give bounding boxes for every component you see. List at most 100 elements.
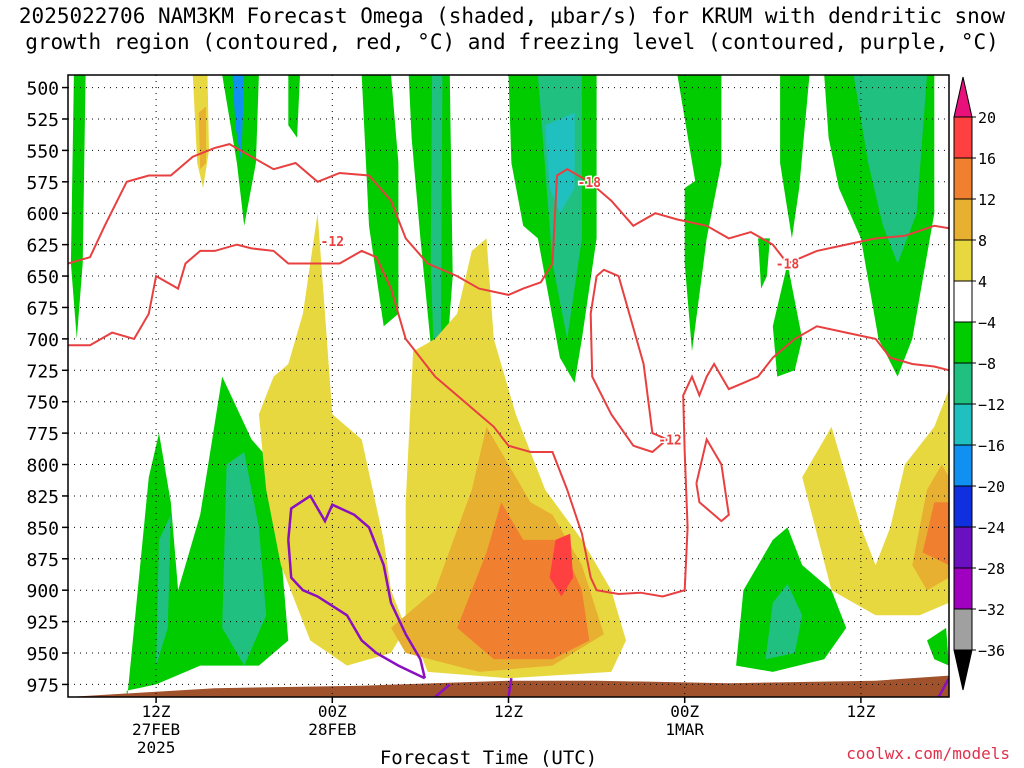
y-tick-label-700: 700 bbox=[26, 330, 59, 351]
y-tick-label-725: 725 bbox=[26, 361, 59, 382]
colorbar-box-10 bbox=[953, 526, 973, 569]
contour-label-3: -18 bbox=[776, 257, 800, 272]
colorbar-box-7 bbox=[953, 403, 973, 446]
x-tick-label-3-0: 00Z bbox=[670, 702, 699, 721]
colorbar-box-3 bbox=[953, 239, 973, 282]
x-axis-title: Forecast Time (UTC) bbox=[380, 747, 597, 768]
colorbar-box-4 bbox=[953, 280, 973, 323]
y-tick-label-975: 975 bbox=[26, 675, 59, 696]
terrain-fill bbox=[68, 675, 949, 697]
y-tick-label-925: 925 bbox=[26, 613, 59, 634]
omega-region-2 bbox=[156, 514, 171, 666]
x-tick-label-4-0: 12Z bbox=[846, 702, 875, 721]
dgz-contour-2 bbox=[589, 268, 668, 454]
omega-region-22 bbox=[927, 627, 949, 666]
contour-label-1: -18 bbox=[578, 176, 602, 191]
y-tick-label-875: 875 bbox=[26, 550, 59, 571]
y-tick-label-750: 750 bbox=[26, 393, 59, 414]
y-tick-label-900: 900 bbox=[26, 581, 59, 602]
colorbar-box-12 bbox=[953, 608, 973, 651]
colorbar-label-12: −32 bbox=[978, 601, 1005, 619]
colorbar-bottom-arrow bbox=[953, 649, 973, 691]
colorbar-label-13: −36 bbox=[978, 642, 1005, 660]
freezing-contour-1 bbox=[287, 539, 426, 680]
colorbar-box-8 bbox=[953, 444, 973, 487]
colorbar-label-0: 20 bbox=[978, 109, 996, 127]
omega-region-17 bbox=[772, 263, 803, 377]
contour-label-0: -12 bbox=[321, 235, 344, 250]
x-tick-label-1-0: 00Z bbox=[318, 702, 347, 721]
omega-region-30 bbox=[802, 389, 949, 616]
y-tick-label-800: 800 bbox=[26, 456, 59, 477]
colorbar-label-3: 8 bbox=[978, 232, 987, 250]
terrain-shape bbox=[68, 675, 949, 697]
omega-region-19 bbox=[853, 75, 927, 264]
chart-title-line-2: growth region (contoured, red, °C) and f… bbox=[25, 30, 999, 54]
dgz-contour-1 bbox=[68, 243, 949, 598]
colorbar-box-2 bbox=[953, 198, 973, 241]
omega-region-0 bbox=[70, 75, 86, 339]
omega-region-7 bbox=[361, 75, 399, 327]
x-tick-label-0-1: 27FEB bbox=[132, 720, 180, 739]
colorbar-box-1 bbox=[953, 157, 973, 200]
colorbar-box-0 bbox=[953, 116, 973, 159]
dgz-contour-3 bbox=[695, 436, 730, 523]
y-tick-label-600: 600 bbox=[26, 204, 59, 225]
omega-region-23 bbox=[258, 213, 406, 666]
colorbar-label-11: −28 bbox=[978, 560, 1005, 578]
y-tick-label-825: 825 bbox=[26, 487, 59, 508]
x-tick-label-1-1: 28FEB bbox=[308, 720, 356, 739]
colorbar-box-6 bbox=[953, 362, 973, 405]
colorbar-label-10: −24 bbox=[978, 519, 1005, 537]
y-tick-label-775: 775 bbox=[26, 424, 59, 445]
colorbar-label-5: −4 bbox=[978, 314, 996, 332]
y-tick-label-550: 550 bbox=[26, 141, 59, 162]
omega-region-3 bbox=[222, 452, 267, 666]
omega-shading bbox=[70, 75, 949, 697]
colorbar-label-2: 12 bbox=[978, 191, 996, 209]
colorbar: 20 16 12 8 4 −4 −8 −12 −16 −20 −24 −28 −32 −36 bbox=[953, 76, 1005, 691]
colorbar-label-8: −16 bbox=[978, 437, 1005, 455]
colorbar-box-9 bbox=[953, 485, 973, 528]
colorbar-label-9: −20 bbox=[978, 478, 1005, 496]
x-tick-label-3-1: 1MAR bbox=[665, 720, 704, 739]
omega-region-12 bbox=[545, 112, 575, 214]
y-tick-label-950: 950 bbox=[26, 644, 59, 665]
contour-label-2: -12 bbox=[658, 433, 681, 448]
x-tick-label-0-2: 2025 bbox=[137, 738, 176, 757]
freezing-contour-0 bbox=[287, 494, 427, 679]
contour-lines: -12 -18 -12 -18 bbox=[68, 143, 949, 697]
omega-region-6 bbox=[288, 75, 300, 138]
y-tick-label-500: 500 bbox=[26, 79, 59, 100]
y-tick-label-525: 525 bbox=[26, 110, 59, 131]
y-tick-label-650: 650 bbox=[26, 267, 59, 288]
omega-region-32 bbox=[922, 502, 949, 566]
y-tick-label-625: 625 bbox=[26, 236, 59, 257]
colorbar-label-7: −12 bbox=[978, 396, 1005, 414]
colorbar-label-1: 16 bbox=[978, 150, 996, 168]
omega-region-14 bbox=[684, 163, 722, 352]
colorbar-label-4: 4 bbox=[978, 273, 987, 291]
omega-region-9 bbox=[430, 75, 443, 390]
y-axis: 500 525 550 575 600 625 650 675 700 725 750 775 800 8… bbox=[26, 79, 68, 696]
chart-title-line-1: 2025022706 NAM3KM Forecast Omega (shaded… bbox=[18, 4, 1006, 28]
omega-region-15 bbox=[780, 75, 810, 239]
omega-region-5 bbox=[232, 75, 245, 163]
y-tick-label-575: 575 bbox=[26, 173, 59, 194]
y-tick-label-850: 850 bbox=[26, 518, 59, 539]
freezing-contour-4 bbox=[937, 677, 949, 697]
source-credit: coolwx.com/models bbox=[846, 744, 1010, 763]
dgz-contour-0 bbox=[68, 143, 949, 296]
y-tick-label-675: 675 bbox=[26, 298, 59, 319]
colorbar-box-11 bbox=[953, 567, 973, 610]
x-tick-label-2-0: 12Z bbox=[494, 702, 523, 721]
colorbar-top-arrow bbox=[953, 76, 973, 118]
colorbar-box-5 bbox=[953, 321, 973, 364]
omega-region-27 bbox=[549, 533, 574, 597]
omega-region-16 bbox=[758, 238, 770, 289]
x-tick-label-0-0: 12Z bbox=[142, 702, 171, 721]
freezing-contour-3 bbox=[507, 678, 513, 697]
colorbar-label-6: −8 bbox=[978, 355, 996, 373]
